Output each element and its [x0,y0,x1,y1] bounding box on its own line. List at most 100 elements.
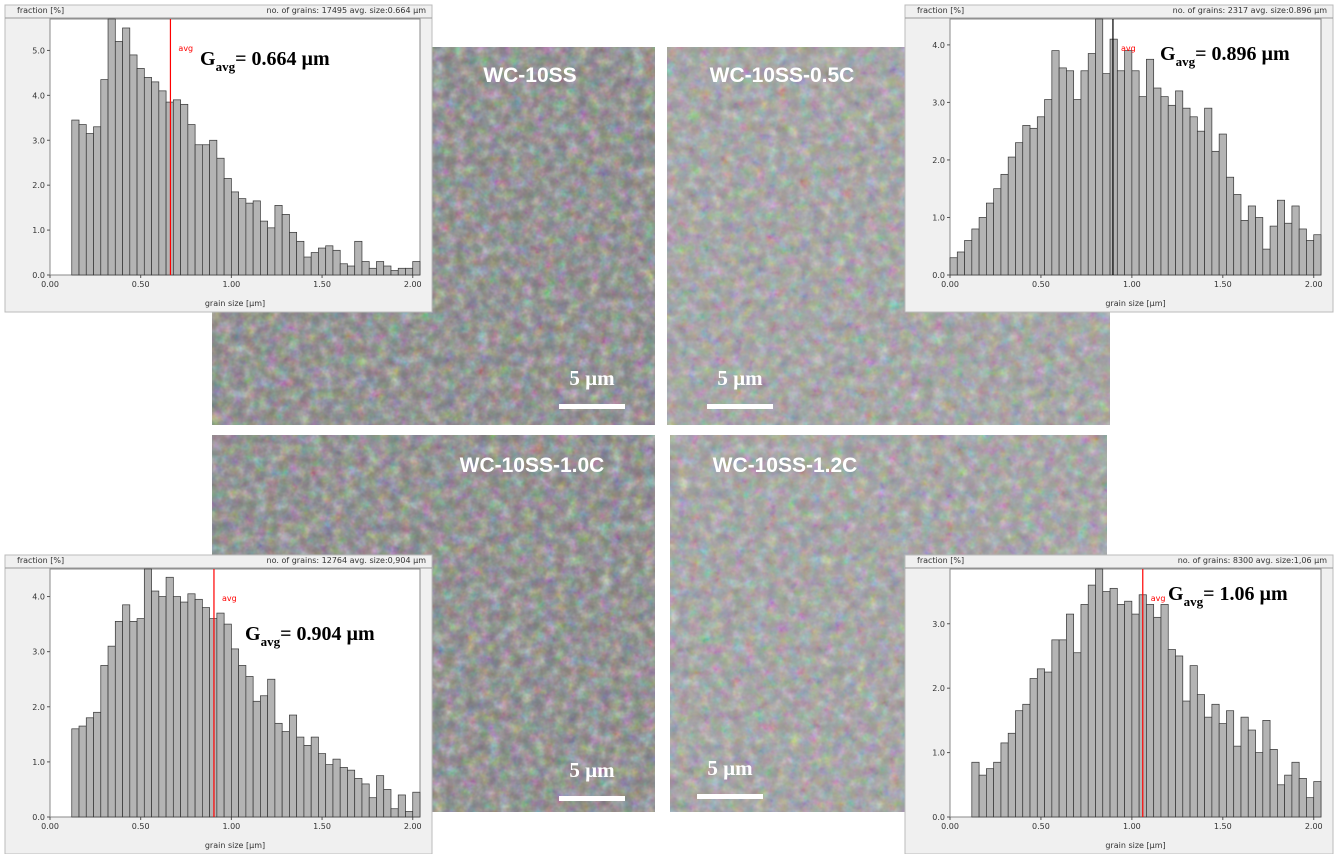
gavg-annotation: Gavg= 1.06 µm [1168,583,1288,609]
bar [252,700,261,818]
bar [1284,774,1293,818]
bar [405,267,414,276]
bar [971,228,980,276]
bar [1160,96,1169,276]
bar [390,808,399,818]
bar [1189,116,1198,276]
scale-bar [707,404,773,409]
bar [376,261,385,276]
bar [325,245,334,276]
bar [1277,199,1285,276]
gavg-value: = 0.664 µm [235,48,330,70]
x-tick-label: 2.00 [1305,280,1323,289]
x-tick-label: 0.00 [41,280,59,289]
bar [310,252,319,276]
bar [318,247,327,276]
bar [1262,720,1271,818]
bar [339,767,348,818]
bar [1058,639,1067,818]
bar [107,18,116,276]
avg-label: avg [178,44,193,53]
bar [209,618,218,818]
gavg-subscript: avg [1176,54,1196,69]
bar [332,249,341,276]
bar [971,761,980,818]
bar [318,753,327,818]
bar [100,665,109,818]
bar [354,778,363,818]
bar [260,695,268,818]
bar [303,256,312,276]
x-tick-label: 0.50 [1032,280,1050,289]
y-tick-label: 1.0 [32,758,45,767]
y-tick-label: 4.0 [932,41,945,50]
bar [78,725,87,818]
bar [93,126,102,276]
x-tick-label: 1.50 [1214,280,1232,289]
bar [397,794,406,818]
bar [1167,649,1176,818]
bar [223,623,232,818]
x-tick-label: 0.50 [132,280,150,289]
bar [1146,58,1155,276]
bar [1211,703,1220,818]
bar [390,270,399,276]
bar [1124,50,1133,276]
x-tick-label: 2.00 [404,280,422,289]
gavg-symbol: G [1160,43,1176,65]
bar [143,77,152,276]
bar [1109,587,1118,818]
bar [1167,104,1176,276]
bar [1240,716,1249,818]
x-tick-label: 2.00 [404,822,422,831]
bar [274,722,283,818]
bar [289,231,298,276]
bar [1313,781,1322,818]
bar [1116,604,1125,818]
bar [1306,797,1315,818]
bar [1044,671,1053,818]
bar [383,789,392,818]
micrograph-label: WC-10SS [483,64,576,87]
bar [1073,99,1082,276]
bar [1124,600,1133,818]
x-tick-label: 0.00 [941,280,959,289]
bar [1087,53,1096,276]
bar [267,227,276,276]
bar [361,261,370,276]
bar [1204,716,1213,818]
bar [238,198,247,276]
bar [1196,694,1205,818]
bar [1080,70,1089,276]
bar [231,648,239,818]
bar [1029,678,1038,818]
bar [1095,568,1104,818]
bar [143,568,152,818]
bar [85,717,94,818]
bar [986,202,994,276]
bar [1109,38,1118,276]
bar [114,41,123,276]
y-tick-label: 2.0 [32,703,45,712]
bar [93,711,102,818]
bar [368,267,377,276]
bar [1029,127,1038,276]
bar [347,769,356,818]
bar [1015,142,1024,276]
bar [1044,99,1053,276]
bar [412,791,421,818]
y-tick-label: 1.0 [32,226,45,235]
bar [1211,150,1220,276]
scale-bar-label: 5 µm [707,756,753,780]
bar [993,188,1002,276]
info-text: no. of grains: 8300 avg. size:1,06 µm [1178,556,1327,565]
x-tick-label: 1.50 [1214,822,1232,831]
bar [1291,761,1300,818]
bar [151,81,160,276]
bar [1066,613,1075,818]
bar [129,621,138,818]
bar [1153,87,1162,276]
y-tick-label: 1.0 [932,213,945,222]
bar [216,612,225,818]
bar [1022,125,1031,276]
